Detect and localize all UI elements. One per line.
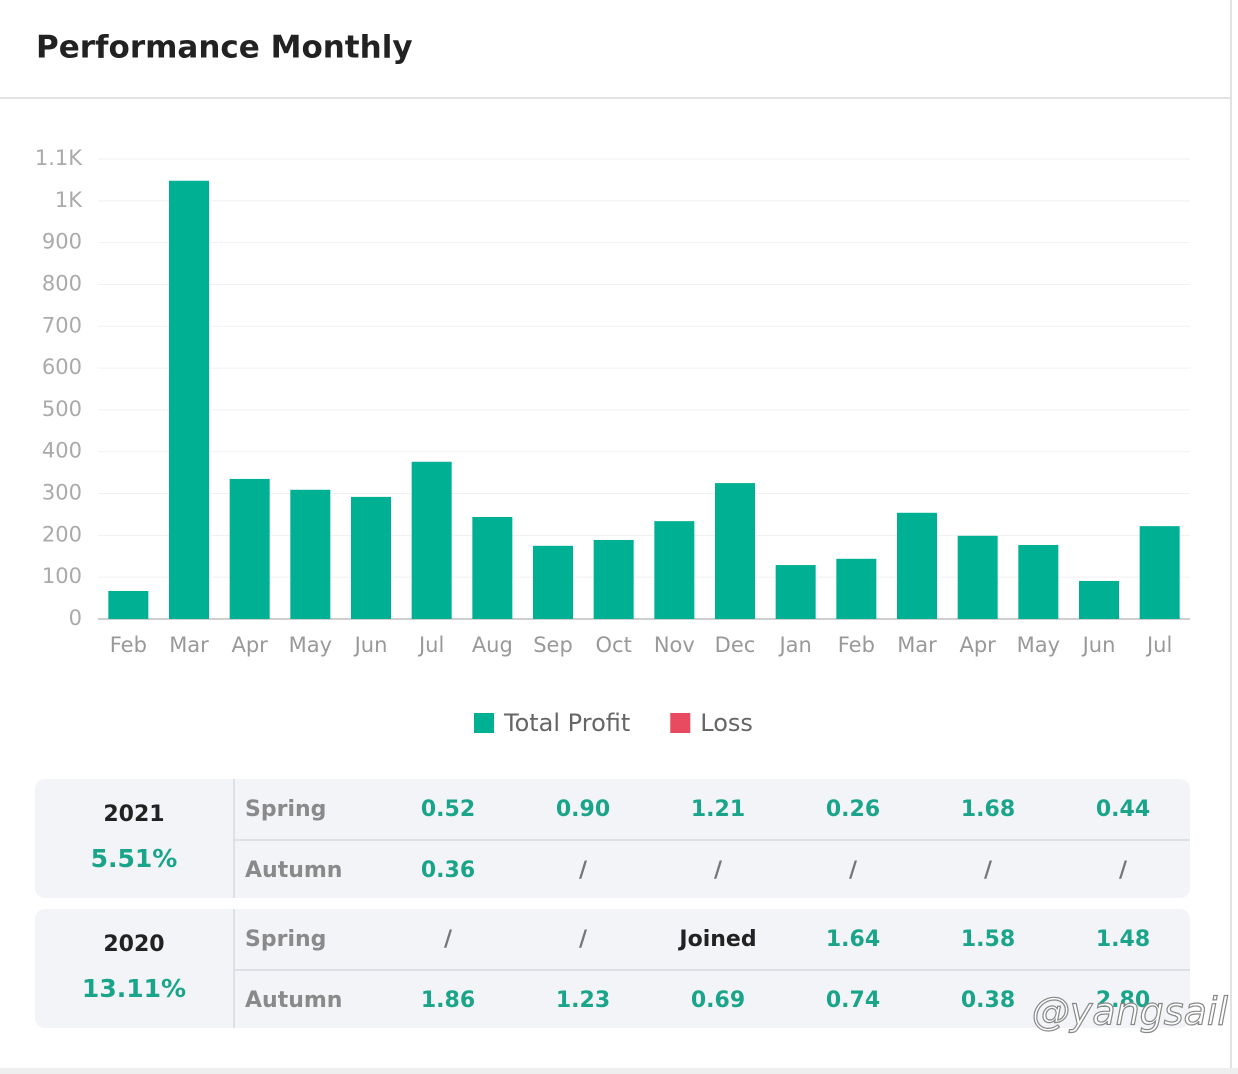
table-cell: Joined <box>677 927 756 952</box>
bar <box>897 512 937 619</box>
bar <box>169 180 209 619</box>
table-block <box>35 779 1190 898</box>
legend-label: Loss <box>700 709 753 737</box>
table-block <box>35 909 1190 1028</box>
table-cell: 0.36 <box>421 858 475 883</box>
row-label: Autumn <box>245 988 342 1013</box>
table-cell: 0.69 <box>691 988 745 1013</box>
x-tick-label: Apr <box>231 633 268 657</box>
x-tick-label: Jul <box>1145 633 1172 657</box>
x-tick-label: Jun <box>1081 633 1116 657</box>
bar <box>715 483 755 619</box>
legend-swatch <box>474 713 494 733</box>
x-tick-label: Nov <box>654 633 695 657</box>
table-cell: 0.38 <box>961 988 1015 1013</box>
y-tick-label: 1K <box>55 188 83 212</box>
y-tick-label: 500 <box>42 397 82 421</box>
y-tick-label: 900 <box>42 230 82 254</box>
bar <box>411 461 452 619</box>
table-cell: / <box>444 927 453 952</box>
table-cell: 1.86 <box>421 988 475 1013</box>
y-tick-label: 1.1K <box>35 146 83 170</box>
bar <box>836 558 877 619</box>
table-cell: / <box>579 927 588 952</box>
x-tick-label: Dec <box>715 633 756 657</box>
table-cell: / <box>579 858 588 883</box>
table-cell: 1.64 <box>826 927 880 952</box>
table-cell: 2.80 <box>1096 988 1150 1013</box>
bar <box>957 535 998 619</box>
x-tick-label: Mar <box>897 633 937 657</box>
legend-label: Total Profit <box>503 709 630 737</box>
bar <box>290 489 331 619</box>
x-tick-label: Oct <box>596 633 632 657</box>
y-tick-label: 300 <box>42 481 82 505</box>
x-tick-label: May <box>289 633 332 657</box>
bar <box>229 478 270 619</box>
x-tick-label: Jul <box>417 633 444 657</box>
year-return: 5.51% <box>91 844 178 873</box>
y-tick-label: 800 <box>42 271 82 295</box>
table-cell: / <box>714 858 723 883</box>
x-tick-label: Jan <box>777 633 811 657</box>
table-cell: 1.21 <box>691 797 745 822</box>
table-cell: 1.48 <box>1096 927 1150 952</box>
table-cell: 1.23 <box>556 988 610 1013</box>
year-return: 13.11% <box>82 974 186 1003</box>
bar <box>1139 526 1180 619</box>
watermark: @yangsail <box>1032 990 1229 1034</box>
table-cell: 0.90 <box>556 797 610 822</box>
x-tick-label: Mar <box>169 633 209 657</box>
bar <box>108 590 149 619</box>
bar <box>775 565 816 619</box>
table-cell: / <box>984 858 993 883</box>
x-tick-label: Apr <box>959 633 996 657</box>
x-tick-label: May <box>1017 633 1060 657</box>
x-tick-label: Feb <box>110 633 147 657</box>
x-tick-label: Aug <box>472 633 513 657</box>
bar <box>351 496 391 619</box>
bar <box>593 539 634 619</box>
legend-swatch <box>670 713 691 733</box>
table-cell: / <box>1119 858 1128 883</box>
table-cell: 0.44 <box>1096 797 1150 822</box>
row-label: Autumn <box>245 858 342 883</box>
y-tick-label: 200 <box>42 522 82 546</box>
year-label: 2021 <box>103 802 164 827</box>
table-cell: 1.68 <box>961 797 1015 822</box>
bar <box>472 516 513 619</box>
row-label: Spring <box>245 927 326 952</box>
year-label: 2020 <box>103 932 164 957</box>
x-tick-label: Feb <box>838 633 875 657</box>
table-cell: / <box>849 858 858 883</box>
table-cell: 0.74 <box>826 988 880 1013</box>
table-cell: 1.58 <box>961 927 1015 952</box>
bar <box>1018 544 1059 619</box>
page-title: Performance Monthly <box>36 30 413 66</box>
bar <box>654 521 695 619</box>
bar <box>1079 580 1119 619</box>
row-label: Spring <box>245 797 326 822</box>
table-cell: 0.52 <box>421 797 475 822</box>
y-tick-label: 100 <box>42 564 82 588</box>
bar <box>533 545 573 619</box>
y-tick-label: 700 <box>42 313 82 337</box>
y-tick-label: 600 <box>42 355 82 379</box>
y-tick-label: 400 <box>42 439 82 463</box>
x-tick-label: Sep <box>533 633 573 657</box>
x-tick-label: Jun <box>353 633 388 657</box>
y-tick-label: 0 <box>69 606 82 630</box>
bottom-strip <box>0 1068 1238 1074</box>
table-cell: 0.26 <box>826 797 880 822</box>
